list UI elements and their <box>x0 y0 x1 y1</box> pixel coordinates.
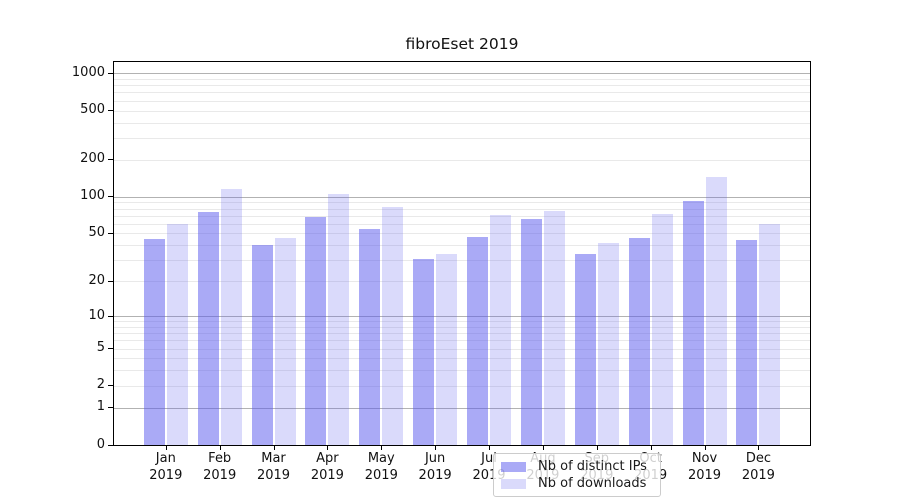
gridline-minor <box>114 348 810 350</box>
bar-apr-downloads <box>328 194 350 445</box>
bar-jan-distinct-ips <box>143 239 165 445</box>
y-tick-label-1000: 1000 <box>71 64 105 80</box>
y-tick-label-200: 200 <box>80 151 105 167</box>
gridline-minor <box>114 223 810 225</box>
gridline-minor <box>114 281 810 283</box>
gridline-minor <box>114 233 810 235</box>
bar-oct-downloads <box>651 214 673 445</box>
plot-area: Nb of distinct IPs Nb of downloads <box>113 61 811 497</box>
bar-dec-distinct-ips <box>736 240 758 445</box>
gridline-minor <box>114 100 810 102</box>
bar-mar-downloads <box>274 237 296 445</box>
bar-aug-downloads <box>543 211 565 445</box>
y-tick-label-10: 10 <box>88 307 105 323</box>
bar-sep-downloads <box>597 242 619 445</box>
bar-jul-distinct-ips <box>467 236 488 445</box>
bar-sep-distinct-ips <box>574 253 596 445</box>
legend-item-downloads: Nb of downloads <box>501 476 653 491</box>
bar-may-distinct-ips <box>359 229 381 445</box>
gridline-minor <box>114 137 810 139</box>
y-tick-label-50: 50 <box>88 224 105 240</box>
bar-mar-distinct-ips <box>251 245 273 445</box>
bar-feb-distinct-ips <box>197 212 219 445</box>
x-tick-label-feb: Feb 2019 <box>203 451 237 483</box>
gridline-minor <box>114 85 810 87</box>
y-tick-label-20: 20 <box>88 272 105 288</box>
gridline-minor <box>114 358 810 360</box>
bar-may-downloads <box>382 206 404 445</box>
chart-title: fibroEset 2019 <box>405 35 519 53</box>
gridline-minor <box>114 208 810 210</box>
y-tick-label-2: 2 <box>96 377 105 393</box>
x-tick-label-dec: Dec 2019 <box>741 451 775 483</box>
gridline-minor <box>114 202 810 204</box>
gridline-minor <box>114 370 810 372</box>
x-tick-label-jan: Jan 2019 <box>149 451 183 483</box>
bar-jun-distinct-ips <box>413 258 435 445</box>
bar-aug-distinct-ips <box>520 218 542 445</box>
gridline-minor <box>114 215 810 217</box>
bar-apr-distinct-ips <box>305 217 327 445</box>
x-tick-label-may: May 2019 <box>364 451 398 483</box>
bar-nov-downloads <box>705 176 727 445</box>
gridline-minor <box>114 326 810 328</box>
gridline-minor <box>114 245 810 247</box>
bars-layer <box>114 62 810 445</box>
y-tick-label-500: 500 <box>80 102 105 117</box>
gridline-minor <box>114 385 810 387</box>
x-tick-label-mar: Mar 2019 <box>256 451 291 483</box>
gridline-major <box>114 407 810 409</box>
bar-nov-distinct-ips <box>682 200 704 445</box>
legend-swatch-downloads <box>501 478 526 489</box>
gridline-minor <box>114 321 810 323</box>
legend: Nb of distinct IPs Nb of downloads <box>493 453 661 497</box>
gridline-minor <box>114 78 810 80</box>
legend-swatch-distinct-ips <box>501 461 526 472</box>
gridline-minor <box>114 92 810 94</box>
bar-feb-downloads <box>220 189 242 445</box>
gridline-minor <box>114 122 810 124</box>
gridlines <box>114 62 810 445</box>
gridline-minor <box>114 333 810 335</box>
x-tick-label-nov: Nov 2019 <box>687 451 722 483</box>
y-tick-label-100: 100 <box>80 188 105 204</box>
bar-jul-downloads <box>490 214 511 445</box>
gridline-minor <box>114 260 810 262</box>
bar-oct-distinct-ips <box>628 237 650 445</box>
legend-item-distinct-ips: Nb of distinct IPs <box>501 459 653 474</box>
bar-jan-downloads <box>166 223 188 445</box>
y-tick-label-1: 1 <box>96 399 105 415</box>
bar-dec-downloads <box>759 223 781 445</box>
gridline-minor <box>114 110 810 112</box>
legend-label-distinct-ips: Nb of distinct IPs <box>538 459 647 474</box>
gridline-minor <box>114 340 810 342</box>
y-tick-label-0: 0 <box>96 436 105 452</box>
y-tick-label-5: 5 <box>96 340 105 356</box>
bar-jun-downloads <box>436 253 458 445</box>
gridline-major <box>114 316 810 317</box>
x-tick-label-apr: Apr 2019 <box>310 451 344 483</box>
legend-label-downloads: Nb of downloads <box>538 476 647 491</box>
gridline-major <box>114 73 810 75</box>
gridline-minor <box>114 159 810 161</box>
gridline-major <box>114 196 810 198</box>
x-tick-label-jun: Jun 2019 <box>418 451 452 483</box>
